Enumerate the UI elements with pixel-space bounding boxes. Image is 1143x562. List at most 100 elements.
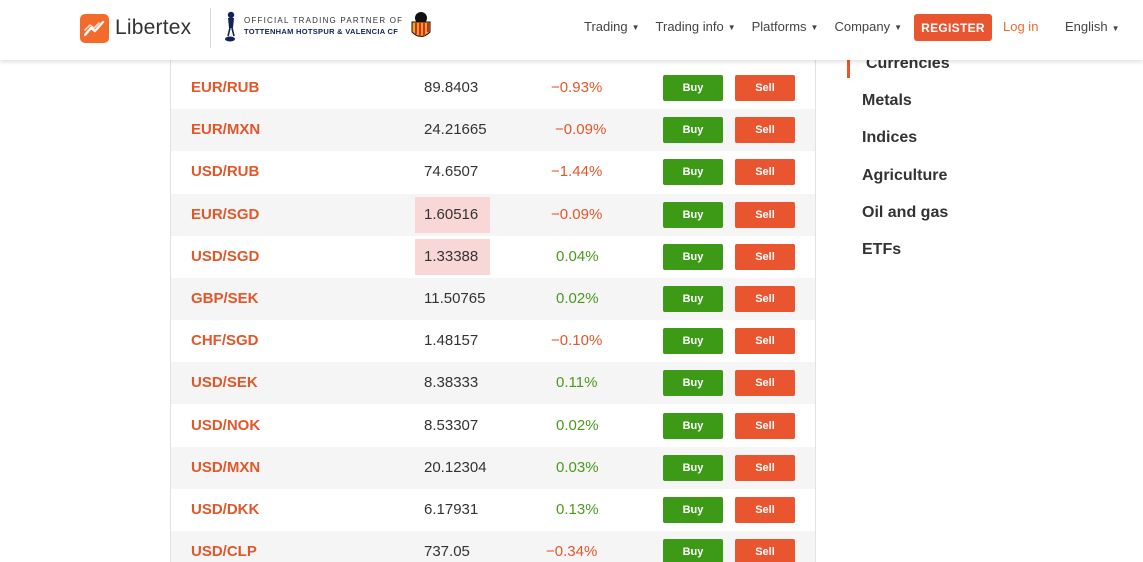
instrument-change: −0.09%	[551, 205, 603, 223]
category-etfs[interactable]: ETFs	[862, 241, 902, 258]
table-row: GBP/SEK 11.50765 0.02% Buy Sell	[171, 278, 815, 320]
top-header: Libertex OFFICIAL TRADING PARTNER OF TOT…	[0, 0, 1143, 60]
instrument-symbol-link[interactable]: CHF/SGD	[191, 332, 259, 350]
partner-line-2: TOTTENHAM HOTSPUR & VALENCIA CF	[244, 26, 399, 36]
nav-trading-info[interactable]: Trading info ▼	[655, 19, 736, 34]
language-selector[interactable]: English ▼	[1065, 19, 1120, 34]
table-row: USD/CLP 737.05 −0.34% Buy Sell	[171, 531, 815, 562]
instrument-price: 6.17931	[424, 501, 479, 518]
instrument-symbol-link[interactable]: GBP/SEK	[191, 290, 259, 307]
main-nav: Trading ▼ Trading info ▼ Platforms ▼ Compan…	[584, 19, 918, 34]
instrument-price: 74.6507	[424, 163, 479, 181]
nav-platforms[interactable]: Platforms ▼	[751, 19, 819, 34]
sell-button[interactable]: Sell	[735, 286, 795, 312]
category-oil-and-gas[interactable]: Oil and gas	[862, 204, 949, 221]
instrument-price: 8.38333	[424, 374, 479, 392]
buy-button[interactable]: Buy	[663, 370, 723, 397]
sell-button[interactable]: Sell	[735, 159, 795, 186]
partner-line-1: OFFICIAL TRADING PARTNER OF	[244, 15, 404, 25]
sell-button[interactable]: Sell	[735, 328, 795, 355]
instrument-symbol-link[interactable]: EUR/RUB	[191, 79, 260, 96]
caret-down-icon: ▼	[727, 23, 736, 32]
price-highlight	[415, 196, 490, 233]
sell-button[interactable]: Sell	[735, 454, 795, 481]
instrument-change: 0.04%	[556, 247, 599, 265]
instrument-change: −0.10%	[551, 332, 603, 350]
instrument-price: 89.8403	[424, 79, 479, 96]
sell-button[interactable]: Sell	[735, 370, 795, 397]
instrument-change: −0.93%	[551, 79, 603, 96]
category-indices[interactable]: Indices	[862, 129, 918, 146]
instrument-symbol-link[interactable]: USD/DKK	[191, 501, 260, 518]
buy-button[interactable]: Buy	[663, 159, 723, 186]
buy-button[interactable]: Buy	[663, 243, 723, 270]
instrument-symbol-link[interactable]: USD/RUB	[191, 163, 260, 181]
instrument-change: −0.09%	[555, 121, 607, 139]
table-row: USD/MXN 20.12304 0.03% Buy Sell	[171, 446, 815, 489]
sell-button[interactable]: Sell	[735, 497, 795, 523]
instrument-symbol-link[interactable]: USD/SGD	[191, 247, 260, 265]
category-agriculture[interactable]: Agriculture	[862, 167, 948, 184]
register-button[interactable]: REGISTER	[914, 14, 992, 41]
table-row: USD/NOK 8.53307 0.02% Buy Sell	[171, 405, 815, 447]
instrument-symbol-link[interactable]: USD/CLP	[191, 543, 257, 561]
instrument-change: 0.02%	[556, 290, 599, 307]
header-divider	[210, 8, 211, 48]
table-row: USD/DKK 6.17931 0.13% Buy Sell	[171, 489, 815, 531]
buy-button[interactable]: Buy	[663, 201, 723, 228]
instrument-price: 8.53307	[424, 416, 479, 434]
instrument-change: 0.13%	[556, 501, 599, 518]
instrument-change: −1.44%	[551, 163, 603, 181]
sell-button[interactable]: Sell	[735, 117, 795, 144]
libertex-logo-icon	[80, 13, 109, 43]
buy-button[interactable]: Buy	[663, 497, 723, 523]
instrument-symbol-link[interactable]: USD/SEK	[191, 374, 258, 392]
partner-badge: OFFICIAL TRADING PARTNER OF TOTTENHAM HO…	[222, 9, 433, 43]
instrument-price: 1.60516	[424, 205, 479, 223]
instrument-symbol-link[interactable]: USD/NOK	[191, 416, 261, 434]
sell-button[interactable]: Sell	[735, 412, 795, 439]
buy-button[interactable]: Buy	[663, 454, 723, 481]
libertex-logo[interactable]: Libertex	[80, 13, 191, 43]
sell-button[interactable]: Sell	[735, 75, 795, 101]
instrument-change: 0.11%	[556, 374, 598, 392]
quotes-table: EUR/RUB 89.8403 −0.93% Buy Sell EUR/MXN 24.216…	[170, 0, 816, 562]
table-row: EUR/RUB 89.8403 −0.93% Buy Sell	[171, 67, 815, 109]
instrument-price: 11.50765	[424, 290, 486, 307]
buy-button[interactable]: Buy	[663, 412, 723, 439]
instrument-change: 0.02%	[556, 416, 599, 434]
caret-down-icon: ▼	[631, 23, 640, 32]
instrument-symbol-link[interactable]: USD/MXN	[191, 458, 261, 476]
price-highlight	[415, 238, 490, 275]
nav-company[interactable]: Company ▼	[834, 19, 903, 34]
sell-button[interactable]: Sell	[735, 201, 795, 228]
table-row: CHF/SGD 1.48157 −0.10% Buy Sell	[171, 320, 815, 362]
buy-button[interactable]: Buy	[663, 117, 723, 144]
active-category-indicator	[847, 44, 850, 78]
instrument-change: 0.03%	[556, 458, 599, 476]
spurs-crest-icon	[225, 11, 235, 42]
table-row: USD/SGD 1.33388 0.04% Buy Sell	[171, 236, 815, 278]
buy-button[interactable]: Buy	[663, 286, 723, 312]
buy-button[interactable]: Buy	[663, 328, 723, 355]
category-metals[interactable]: Metals	[862, 92, 912, 109]
caret-down-icon: ▼	[1111, 24, 1120, 33]
instrument-price: 24.21665	[424, 121, 487, 139]
instrument-price: 1.33388	[424, 247, 479, 265]
brand-name: Libertex	[115, 16, 192, 39]
table-row: EUR/SGD 1.60516 −0.09% Buy Sell	[171, 193, 815, 236]
instrument-price: 1.48157	[424, 332, 479, 350]
buy-button[interactable]: Buy	[663, 539, 723, 562]
sell-button[interactable]: Sell	[735, 243, 795, 270]
instrument-price: 20.12304	[424, 458, 487, 476]
instrument-symbol-link[interactable]: EUR/MXN	[191, 121, 261, 139]
instrument-symbol-link[interactable]: EUR/SGD	[191, 205, 260, 223]
table-row: EUR/MXN 24.21665 −0.09% Buy Sell	[171, 109, 815, 152]
valencia-crest-icon	[411, 12, 431, 37]
buy-button[interactable]: Buy	[663, 75, 723, 101]
nav-trading[interactable]: Trading ▼	[584, 19, 640, 34]
instrument-change: −0.34%	[546, 543, 598, 561]
sell-button[interactable]: Sell	[735, 539, 795, 562]
caret-down-icon: ▼	[810, 23, 819, 32]
login-link[interactable]: Log in	[1003, 19, 1039, 34]
